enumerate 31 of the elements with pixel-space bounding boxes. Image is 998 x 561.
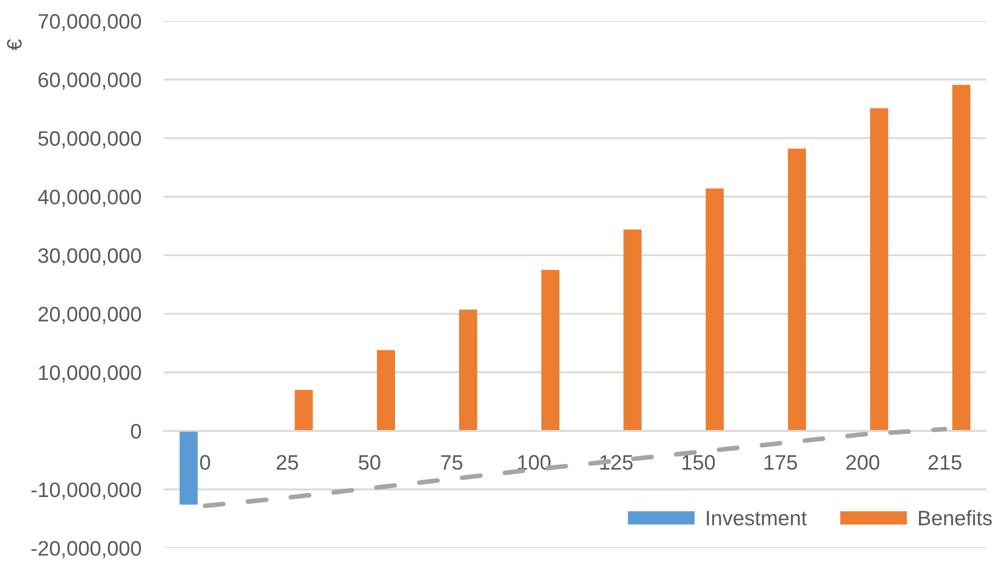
x-tick-label: 200 xyxy=(846,455,880,470)
y-axis-title: € xyxy=(7,39,22,50)
y-tick-label: 20,000,000 xyxy=(38,306,141,324)
bar xyxy=(706,188,724,431)
y-tick-label: 70,000,000 xyxy=(38,14,141,32)
y-tick-label: -20,000,000 xyxy=(32,541,141,558)
legend-label: Investment xyxy=(706,510,807,526)
y-tick-label: 30,000,000 xyxy=(38,248,141,266)
bar xyxy=(870,108,888,431)
bar xyxy=(624,229,642,431)
y-tick-label: 0 xyxy=(131,424,141,439)
x-tick-label: 75 xyxy=(441,455,462,470)
legend-label: Benefits xyxy=(919,510,992,526)
y-tick-label: -10,000,000 xyxy=(32,482,141,500)
bar xyxy=(952,84,970,431)
x-tick-label: 175 xyxy=(764,455,798,470)
x-tick-label: 25 xyxy=(276,455,298,470)
bar xyxy=(459,310,478,431)
bar xyxy=(788,148,806,431)
bar xyxy=(294,390,313,431)
x-tick-label: 215 xyxy=(928,455,962,470)
x-tick-label: 150 xyxy=(682,455,715,470)
bar xyxy=(541,270,560,431)
bar xyxy=(180,430,198,505)
x-tick-label: 50 xyxy=(358,455,380,470)
bar xyxy=(376,350,395,431)
y-tick-label: 40,000,000 xyxy=(38,190,141,207)
y-tick-label: 60,000,000 xyxy=(38,72,141,90)
x-tick-label: 0 xyxy=(200,455,210,470)
y-tick-label: 50,000,000 xyxy=(38,131,141,148)
y-tick-label: 10,000,000 xyxy=(39,365,141,383)
